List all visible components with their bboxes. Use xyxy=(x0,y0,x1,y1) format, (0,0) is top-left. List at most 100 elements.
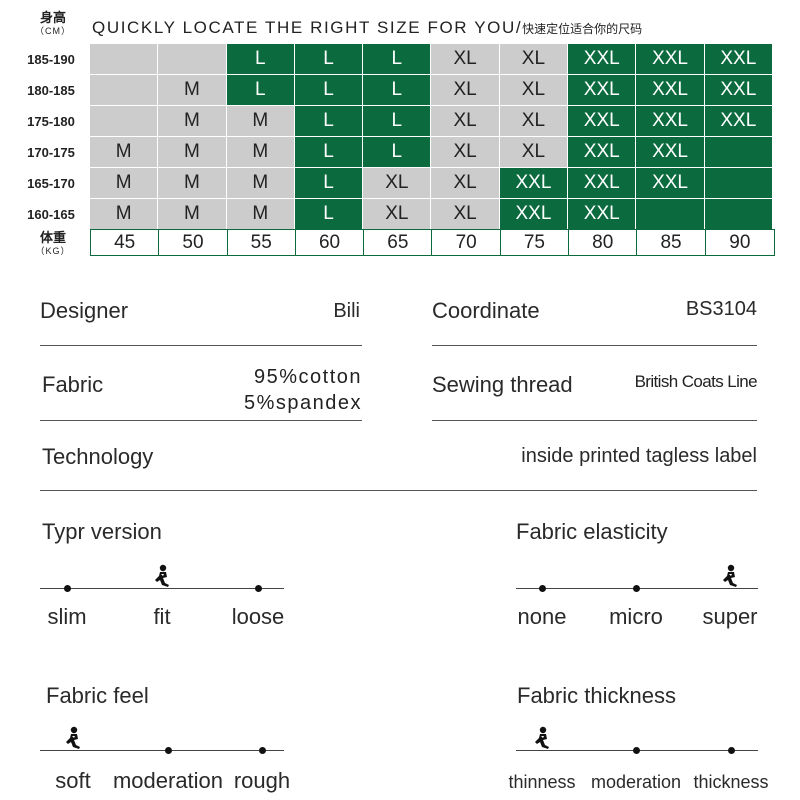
size-cell: M xyxy=(158,168,227,199)
size-cell: L xyxy=(226,75,295,106)
size-cell: XXL xyxy=(568,199,637,230)
size-cell: XXL xyxy=(568,106,637,137)
size-cell: M xyxy=(226,168,295,199)
size-cell: L xyxy=(294,44,364,75)
size-cell: XXL xyxy=(636,106,705,137)
divider xyxy=(40,420,362,421)
size-cell: XL xyxy=(431,106,500,137)
title-zh: 快速定位适合你的尺码 xyxy=(522,22,643,36)
coordinate-value: BS3104 xyxy=(685,298,757,320)
height-header: 身高 （CM） xyxy=(24,12,82,36)
size-cell: M xyxy=(90,199,159,230)
height-range-label: 160-165 xyxy=(27,207,75,222)
scale-dot xyxy=(538,585,546,592)
technology-label: Technology xyxy=(42,444,154,469)
scale-option-label: soft xyxy=(55,768,91,793)
weight-row: 45 50 55 60 65 70 75 80 85 90 xyxy=(90,229,775,256)
scale-dot xyxy=(164,747,172,754)
weight-value: 70 xyxy=(432,230,501,255)
weight-value: 60 xyxy=(296,230,365,255)
size-cell xyxy=(90,106,159,137)
scale-dot xyxy=(727,747,735,754)
person-figure-icon xyxy=(152,564,172,588)
size-cell xyxy=(704,168,773,199)
size-grid: L L L XL XL XXL XXL XXL M L L L XL XL XXL XXL XXL M M L L XL X… xyxy=(90,44,773,230)
fabric-value-cotton: 95%cotton xyxy=(253,366,362,388)
size-cell: L xyxy=(294,199,364,230)
weight-value: 80 xyxy=(569,230,638,255)
size-cell: XXL xyxy=(568,75,637,106)
scale-dot xyxy=(258,747,266,754)
scale-dot xyxy=(63,585,71,592)
size-cell: L xyxy=(363,75,432,106)
scale-option-label: micro xyxy=(609,604,663,629)
size-cell: XL xyxy=(499,137,569,168)
size-cell xyxy=(90,44,159,75)
type-version-title: Typr version xyxy=(42,519,162,544)
size-cell: XXL xyxy=(499,168,569,199)
sewing-thread-label: Sewing thread xyxy=(432,372,573,397)
height-range-label: 165-170 xyxy=(27,176,75,191)
scale-option-label: moderation xyxy=(590,772,682,792)
size-cell: M xyxy=(226,106,295,137)
size-cell xyxy=(636,199,705,230)
size-cell: M xyxy=(158,199,227,230)
coordinate-label: Coordinate xyxy=(432,298,540,323)
size-cell: XL xyxy=(499,44,569,75)
size-cell: XL xyxy=(499,75,569,106)
sewing-thread-value: British Coats Line xyxy=(634,372,758,391)
height-row-labels: 185-190 180-185 175-180 170-175 165-170 160-1… xyxy=(14,44,88,230)
fabric-value-spandex: 5%spandex xyxy=(243,392,362,414)
height-range-label: 180-185 xyxy=(27,83,75,98)
fabric-thickness-title: Fabric thickness xyxy=(517,683,676,708)
scale-line xyxy=(40,750,284,751)
size-cell: XL xyxy=(363,199,432,230)
size-cell: XXL xyxy=(499,199,569,230)
technology-value: inside printed tagless label xyxy=(521,445,757,467)
person-figure-icon xyxy=(532,726,552,750)
height-unit: （CM） xyxy=(35,26,71,36)
fabric-label: Fabric xyxy=(42,372,104,397)
size-cell: M xyxy=(158,137,227,168)
size-cell: L xyxy=(294,106,364,137)
size-cell xyxy=(90,75,159,106)
size-cell: L xyxy=(363,137,432,168)
size-cell: L xyxy=(363,44,432,75)
size-cell: XXL xyxy=(568,168,637,199)
size-cell: XL xyxy=(431,137,500,168)
divider xyxy=(40,490,757,491)
size-cell: M xyxy=(158,106,227,137)
size-cell: XXL xyxy=(704,106,773,137)
height-range-label: 175-180 xyxy=(27,114,75,129)
weight-value: 45 xyxy=(91,230,160,255)
size-cell: XXL xyxy=(568,44,637,75)
person-figure-icon xyxy=(720,564,740,588)
weight-value: 50 xyxy=(159,230,228,255)
fabric-elasticity-title: Fabric elasticity xyxy=(516,519,668,544)
size-cell: L xyxy=(294,75,364,106)
scale-option-label: moderation xyxy=(112,768,224,793)
height-label: 身高 xyxy=(39,11,66,26)
size-cell: L xyxy=(226,44,295,75)
weight-value: 75 xyxy=(501,230,570,255)
size-cell: M xyxy=(226,199,295,230)
divider xyxy=(432,345,757,346)
size-cell: XXL xyxy=(704,44,773,75)
weight-value: 90 xyxy=(729,231,751,253)
divider xyxy=(432,420,757,421)
scale-dot xyxy=(632,585,640,592)
size-cell: XXL xyxy=(704,75,773,106)
fabric-feel-title: Fabric feel xyxy=(46,683,149,708)
weight-label: 体重 xyxy=(39,231,66,246)
size-cell: M xyxy=(226,137,295,168)
size-cell: M xyxy=(90,168,159,199)
scale-option-label: thinness xyxy=(508,772,576,792)
scale-option-label: fit xyxy=(153,604,171,629)
size-cell: XL xyxy=(431,44,500,75)
weight-value: 65 xyxy=(364,230,433,255)
size-cell: L xyxy=(294,137,364,168)
scale-option-label: rough xyxy=(233,768,291,793)
size-cell: XL xyxy=(431,75,500,106)
weight-header: 体重 （KG） xyxy=(24,232,82,256)
size-cell: XXL xyxy=(636,44,705,75)
